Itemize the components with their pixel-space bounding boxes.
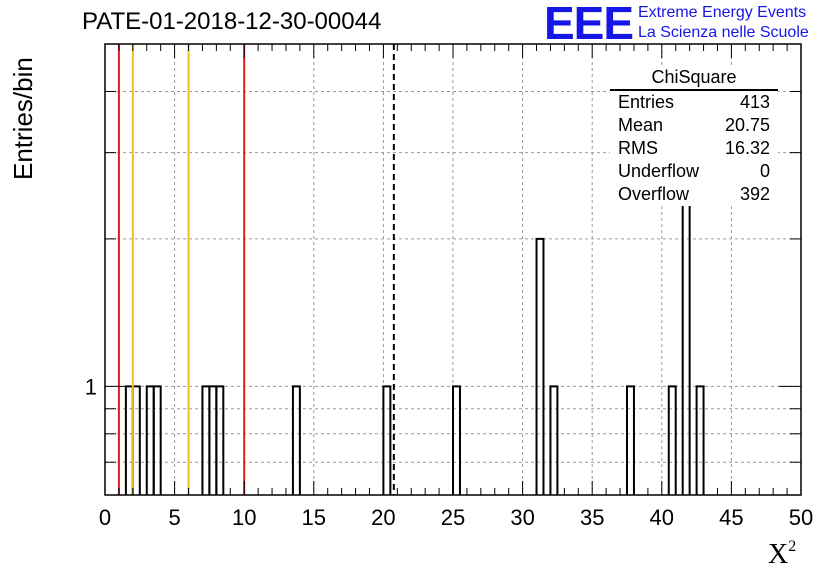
x-axis-label-superscript: 2 xyxy=(788,538,797,555)
histogram-bar xyxy=(452,385,461,495)
stats-value: 20.75 xyxy=(724,115,770,135)
stats-label: RMS xyxy=(618,138,658,158)
stats-value: 16.32 xyxy=(724,138,770,158)
histogram-bar xyxy=(131,385,141,495)
x-tick-label: 35 xyxy=(580,505,604,530)
histogram-bar xyxy=(291,385,301,495)
x-tick-label: 10 xyxy=(232,505,256,530)
x-tick-label: 50 xyxy=(789,505,813,530)
stats-value: 0 xyxy=(759,161,770,181)
chart-title: PATE-01-2018-12-30-00044 xyxy=(82,8,382,35)
stats-row-overflow: Overflow 392 xyxy=(610,183,778,206)
histogram-bar xyxy=(201,385,211,495)
histogram-bar xyxy=(695,385,705,495)
histogram-bar xyxy=(667,385,677,495)
histogram-bar xyxy=(215,385,225,495)
stats-row-entries: Entries 413 xyxy=(610,91,778,114)
x-tick-label: 45 xyxy=(719,505,743,530)
reference-lines xyxy=(117,44,395,495)
x-tick-label: 0 xyxy=(99,505,111,530)
histogram-bar xyxy=(535,237,545,495)
histogram-bar xyxy=(382,385,392,495)
logo-caption-line1: Extreme Energy Events xyxy=(638,4,807,21)
stats-title: ChiSquare xyxy=(610,66,778,91)
histogram-bars xyxy=(124,151,705,495)
axis-ticks xyxy=(104,43,802,496)
stats-value: 413 xyxy=(739,92,770,112)
x-axis-label: X2 xyxy=(768,538,796,571)
stats-label: Underflow xyxy=(618,161,700,181)
stats-value: 392 xyxy=(739,184,770,204)
histogram-bar xyxy=(145,385,155,495)
x-tick-label: 40 xyxy=(650,505,674,530)
y-tick-label: 1 xyxy=(85,374,97,399)
stats-label: Mean xyxy=(618,115,664,135)
x-tick-label: 5 xyxy=(168,505,180,530)
stats-row-mean: Mean 20.75 xyxy=(610,114,778,137)
logo-caption-line2: La Scienza nelle Scuole xyxy=(638,24,809,41)
histogram-bar xyxy=(124,385,134,495)
x-tick-label: 20 xyxy=(371,505,395,530)
histogram-bar xyxy=(549,385,559,495)
x-tick-label: 30 xyxy=(510,505,534,530)
stats-row-rms: RMS 16.32 xyxy=(610,137,778,160)
x-axis-label-base: X xyxy=(768,539,789,570)
stats-row-underflow: Underflow 0 xyxy=(610,160,778,183)
eee-logo: EEE xyxy=(544,0,634,49)
x-tick-label: 15 xyxy=(302,505,326,530)
stats-label: Overflow xyxy=(618,184,690,204)
histogram-bar xyxy=(152,385,162,495)
tick-labels: 0 5 10 15 20 25 30 35 40 45 50 1 xyxy=(85,374,813,530)
stats-box: ChiSquare Entries 413 Mean 20.75 RMS 16.32 … xyxy=(610,66,778,206)
histogram-bar xyxy=(208,385,218,495)
stats-label: Entries xyxy=(618,92,675,112)
histogram-bar xyxy=(626,385,635,495)
y-axis-label: Entries/bin xyxy=(8,57,38,180)
x-tick-label: 25 xyxy=(441,505,465,530)
